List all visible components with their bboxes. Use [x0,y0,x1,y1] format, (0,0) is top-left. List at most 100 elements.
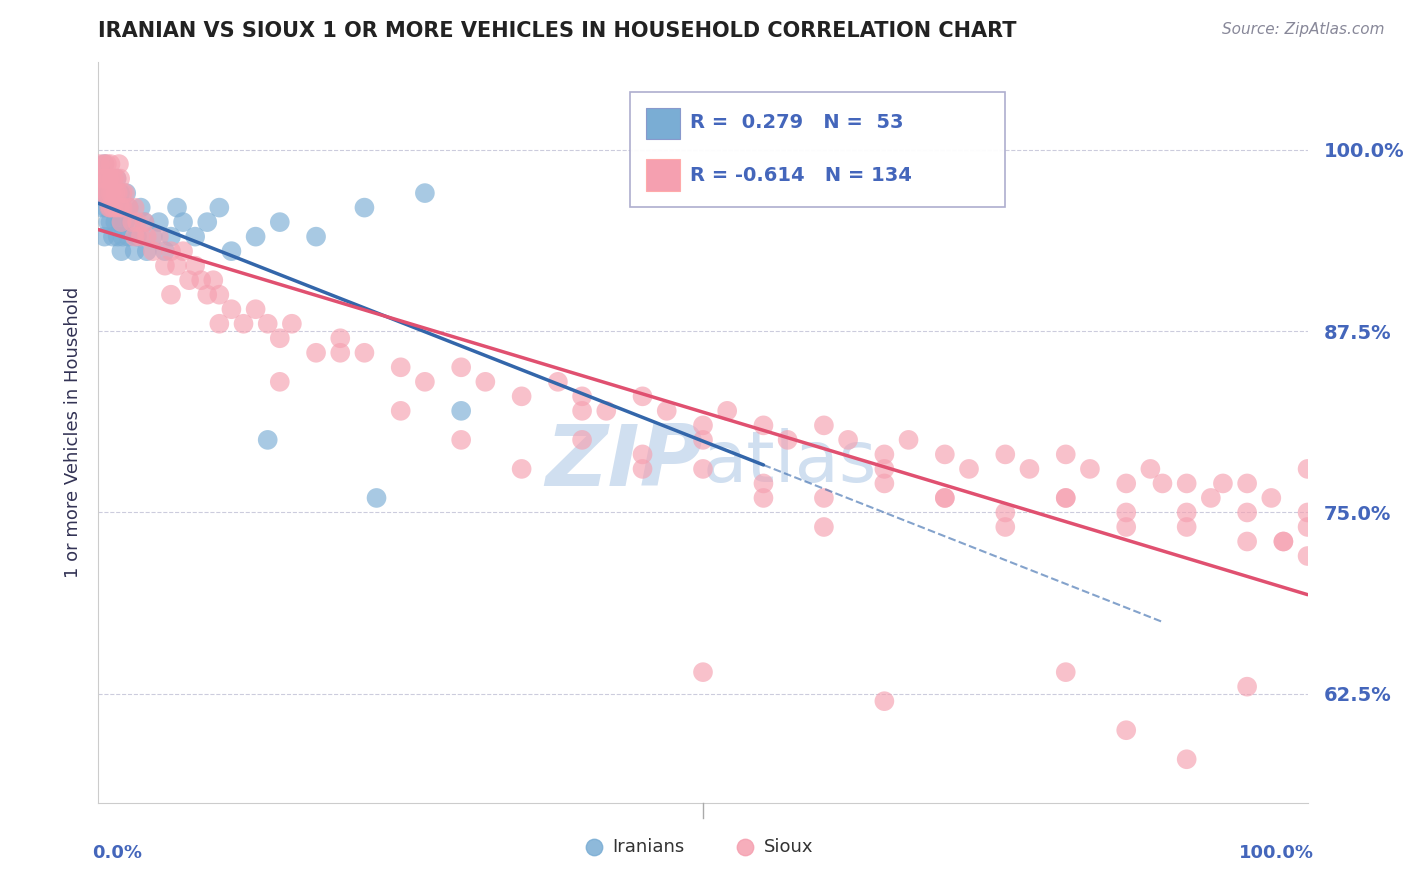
Point [107,186,129,200]
Point [142,244,165,259]
Point [101,201,124,215]
Point [353,345,375,359]
Point [148,229,170,244]
Point [1272,534,1295,549]
Point [94,201,117,215]
Point [166,201,188,215]
Point [101,201,124,215]
Point [184,259,207,273]
Point [91,171,114,186]
Point [91,186,114,200]
Point [208,287,231,301]
Point [837,433,859,447]
Point [692,418,714,433]
Point [134,215,156,229]
Point [104,215,127,229]
Point [93,186,115,200]
Point [90,171,112,186]
Point [1054,491,1077,505]
Point [366,491,388,505]
Point [166,259,188,273]
Point [873,447,896,461]
Point [120,215,142,229]
Point [571,389,593,403]
Point [105,171,128,186]
Point [208,317,231,331]
Point [1139,462,1161,476]
Point [114,186,136,200]
Point [873,694,896,708]
Point [153,259,176,273]
Point [1296,506,1319,520]
Point [1296,520,1319,534]
Point [94,171,117,186]
Point [172,215,194,229]
Point [776,433,799,447]
Point [692,462,714,476]
Point [90,186,112,200]
Point [1115,520,1137,534]
Point [957,462,980,476]
Point [1175,752,1198,766]
Point [692,665,714,680]
Point [103,171,125,186]
Point [97,171,120,186]
Point [101,186,124,200]
Point [389,360,412,375]
Point [202,273,225,287]
Point [172,244,194,259]
Point [115,186,138,200]
Text: 100.0%: 100.0% [1239,844,1313,862]
Point [107,229,129,244]
Point [1260,491,1282,505]
Point [96,186,118,200]
Point [100,171,122,186]
Point [305,345,328,359]
Point [256,317,278,331]
Point [269,331,291,345]
Point [994,520,1017,534]
Point [1115,723,1137,738]
Point [111,229,134,244]
Point [91,201,114,215]
Point [1054,665,1077,680]
Point [98,201,121,215]
Point [108,171,131,186]
Point [232,317,254,331]
Text: Source: ZipAtlas.com: Source: ZipAtlas.com [1222,22,1385,37]
Point [111,201,134,215]
Text: R = -0.614   N = 134: R = -0.614 N = 134 [690,166,911,186]
Point [153,244,176,259]
Point [111,186,134,200]
Point [124,244,146,259]
Point [256,433,278,447]
Point [93,157,115,171]
Text: Sioux: Sioux [763,838,813,856]
Point [269,375,291,389]
Point [108,186,131,200]
Point [91,171,114,186]
Text: ZIP: ZIP [546,421,703,504]
Point [208,201,231,215]
Point [1018,462,1040,476]
Bar [647,108,681,138]
Point [1175,476,1198,491]
Point [1236,506,1258,520]
Point [160,287,183,301]
Point [245,229,267,244]
Point [1236,534,1258,549]
Point [134,215,156,229]
Point [1236,476,1258,491]
Point [129,229,152,244]
Point [97,171,120,186]
Y-axis label: 1 or more Vehicles in Household: 1 or more Vehicles in Household [63,287,82,578]
Point [100,186,122,200]
Point [114,215,136,229]
Point [934,447,956,461]
Point [353,201,375,215]
Point [1272,534,1295,549]
Point [994,447,1017,461]
FancyBboxPatch shape [630,92,1005,207]
Point [571,433,593,447]
Text: IRANIAN VS SIOUX 1 OR MORE VEHICLES IN HOUSEHOLD CORRELATION CHART: IRANIAN VS SIOUX 1 OR MORE VEHICLES IN H… [98,21,1017,41]
